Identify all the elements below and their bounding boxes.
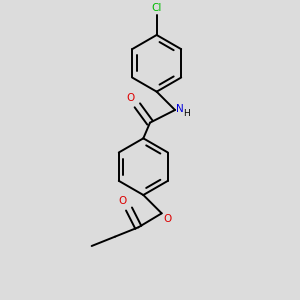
Text: O: O xyxy=(164,214,172,224)
Text: O: O xyxy=(126,93,135,103)
Text: Cl: Cl xyxy=(152,3,162,13)
Text: N: N xyxy=(176,104,184,114)
Text: O: O xyxy=(118,196,126,206)
Text: H: H xyxy=(183,110,190,118)
